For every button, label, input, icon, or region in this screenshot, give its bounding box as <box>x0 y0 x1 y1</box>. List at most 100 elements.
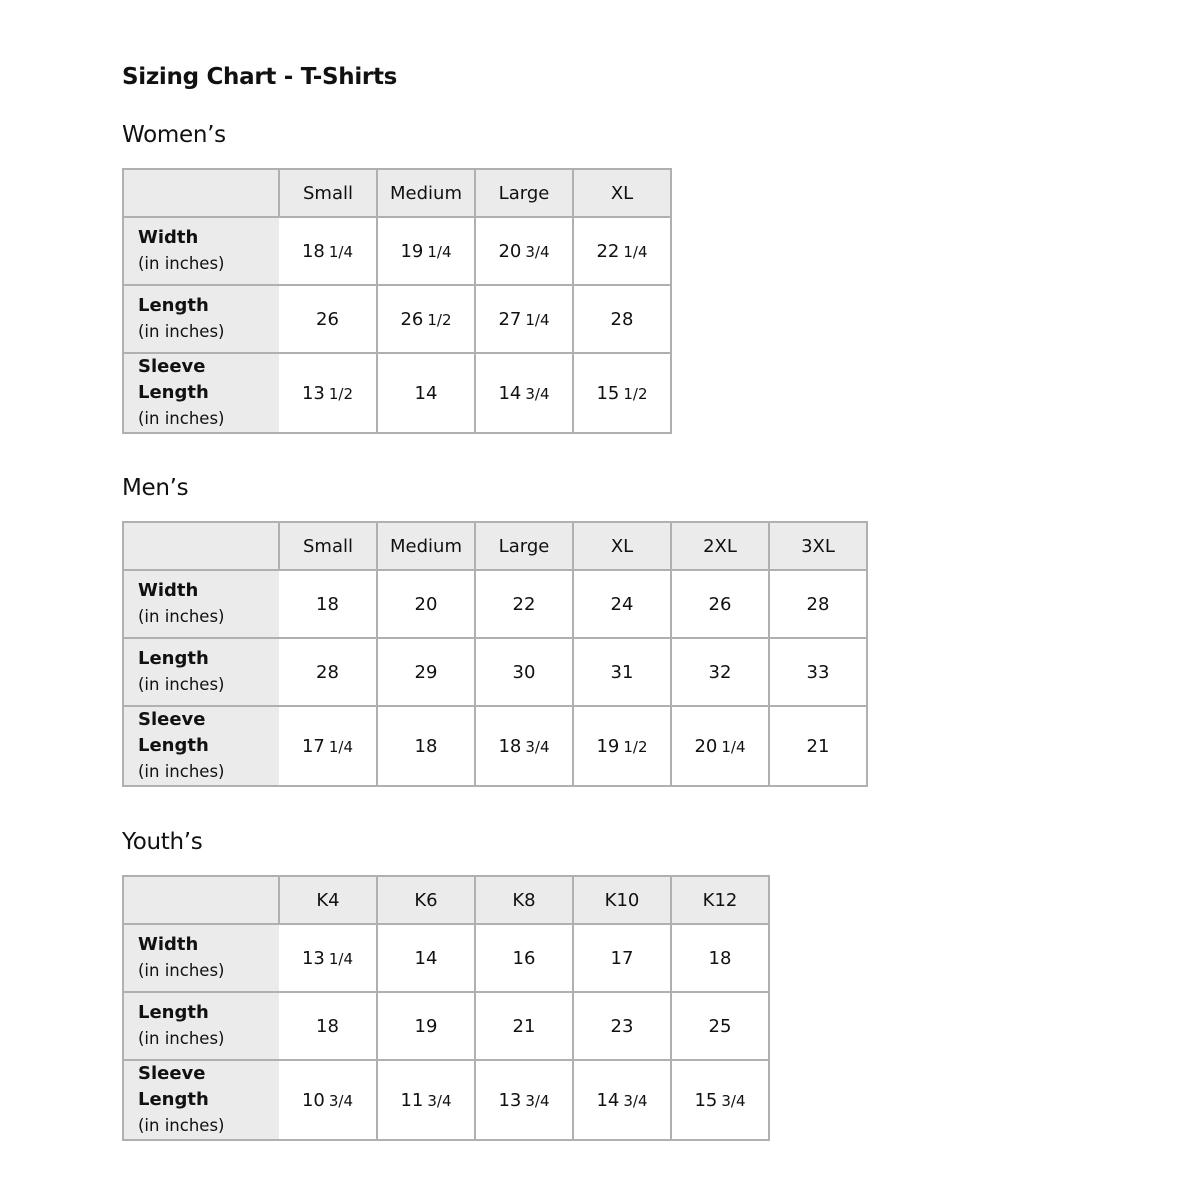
row-label-name: Sleeve Length <box>138 1063 209 1110</box>
measurement-cell: 27 1/4 <box>474 284 574 354</box>
whole-value: 17 <box>610 947 634 969</box>
table-row: Length (in inches) 26 26 1/2 27 1/4 28 <box>122 284 672 354</box>
corner-cell <box>122 168 280 218</box>
row-label: Sleeve Length (in inches) <box>122 1059 279 1141</box>
row-label-unit: (in inches) <box>138 409 225 428</box>
measurement-cell: 26 <box>279 284 378 354</box>
measurement-cell: 17 1/4 <box>279 705 378 787</box>
whole-value: 14 <box>414 947 438 969</box>
whole-value: 15 <box>694 1089 718 1111</box>
row-label-unit: (in inches) <box>138 762 225 781</box>
row-label-name: Width <box>138 934 199 955</box>
whole-value: 14 <box>414 382 438 404</box>
fraction-value: 1/4 <box>328 737 354 756</box>
size-header: 3XL <box>768 521 868 571</box>
fraction-value: 3/4 <box>525 384 550 403</box>
fraction-value: 3/4 <box>427 1091 452 1110</box>
whole-value: 18 <box>414 735 438 757</box>
whole-value: 18 <box>498 735 522 757</box>
row-label-unit: (in inches) <box>138 1029 225 1048</box>
measurement-cell: 13 1/2 <box>279 352 378 434</box>
whole-value: 20 <box>414 593 438 615</box>
measurement-cell: 23 <box>572 991 672 1061</box>
size-header: XL <box>572 521 672 571</box>
row-label: Sleeve Length (in inches) <box>122 705 279 787</box>
fraction-value: 1/2 <box>623 384 648 403</box>
whole-value: 28 <box>610 308 634 330</box>
whole-value: 13 <box>498 1089 522 1111</box>
whole-value: 26 <box>708 593 732 615</box>
header-row: Small Medium Large XL <box>122 168 672 218</box>
section-title: Women’s <box>122 122 226 148</box>
whole-value: 26 <box>400 308 424 330</box>
corner-cell <box>122 521 280 571</box>
whole-value: 16 <box>512 947 536 969</box>
measurement-cell: 14 3/4 <box>572 1059 672 1141</box>
whole-value: 19 <box>414 1015 438 1037</box>
measurement-cell: 19 <box>376 991 476 1061</box>
whole-value: 20 <box>694 735 718 757</box>
row-label: Length (in inches) <box>122 284 279 354</box>
measurement-cell: 20 3/4 <box>474 216 574 286</box>
size-header: K6 <box>376 875 476 925</box>
measurement-cell: 18 1/4 <box>279 216 378 286</box>
size-header: K12 <box>670 875 770 925</box>
row-label-name: Sleeve Length <box>138 356 209 403</box>
size-header: Small <box>278 521 378 571</box>
fraction-value: 1/2 <box>328 384 354 403</box>
row-label-name: Sleeve Length <box>138 709 209 756</box>
measurement-cell: 13 1/4 <box>279 923 378 993</box>
size-header: Small <box>278 168 378 218</box>
measurement-cell: 14 <box>376 352 476 434</box>
measurement-cell: 29 <box>376 637 476 707</box>
fraction-value: 1/2 <box>427 310 452 329</box>
measurement-cell: 31 <box>572 637 672 707</box>
whole-value: 11 <box>400 1089 424 1111</box>
row-label-name: Width <box>138 227 199 248</box>
measurement-cell: 20 1/4 <box>670 705 770 787</box>
header-row: K4 K6 K8 K10 K12 <box>122 875 770 925</box>
size-header: 2XL <box>670 521 770 571</box>
measurement-cell: 18 <box>376 705 476 787</box>
measurement-cell: 30 <box>474 637 574 707</box>
whole-value: 15 <box>596 382 620 404</box>
section-title: Men’s <box>122 475 189 501</box>
whole-value: 19 <box>596 735 620 757</box>
row-label: Width (in inches) <box>122 569 279 639</box>
size-header: XL <box>572 168 672 218</box>
measurement-cell: 19 1/2 <box>572 705 672 787</box>
whole-value: 29 <box>414 661 438 683</box>
whole-value: 19 <box>400 240 424 262</box>
measurement-cell: 10 3/4 <box>279 1059 378 1141</box>
row-label: Width (in inches) <box>122 923 279 993</box>
row-label-name: Length <box>138 295 209 316</box>
row-label-unit: (in inches) <box>138 675 225 694</box>
row-label-unit: (in inches) <box>138 607 225 626</box>
measurement-cell: 18 <box>279 569 378 639</box>
fraction-value: 3/4 <box>525 737 550 756</box>
whole-value: 21 <box>806 735 830 757</box>
whole-value: 22 <box>512 593 536 615</box>
row-label-unit: (in inches) <box>138 1116 225 1135</box>
size-header: Large <box>474 168 574 218</box>
fraction-value: 3/4 <box>525 242 550 261</box>
row-label-name: Length <box>138 648 209 669</box>
whole-value: 13 <box>301 382 325 404</box>
whole-value: 14 <box>498 382 522 404</box>
fraction-value: 1/4 <box>623 242 648 261</box>
size-table: K4 K6 K8 K10 K12 Width (in inches) 13 1/4 14 16 17 1… <box>122 875 770 1141</box>
row-label: Sleeve Length (in inches) <box>122 352 279 434</box>
measurement-cell: 28 <box>572 284 672 354</box>
fraction-value: 1/4 <box>525 310 550 329</box>
size-header: Large <box>474 521 574 571</box>
row-label-name: Length <box>138 1002 209 1023</box>
measurement-cell: 28 <box>279 637 378 707</box>
fraction-value: 1/4 <box>721 737 746 756</box>
corner-cell <box>122 875 280 925</box>
size-header: K10 <box>572 875 672 925</box>
measurement-cell: 15 3/4 <box>670 1059 770 1141</box>
whole-value: 21 <box>512 1015 536 1037</box>
size-header: K4 <box>278 875 378 925</box>
row-label-name: Width <box>138 580 199 601</box>
measurement-cell: 25 <box>670 991 770 1061</box>
